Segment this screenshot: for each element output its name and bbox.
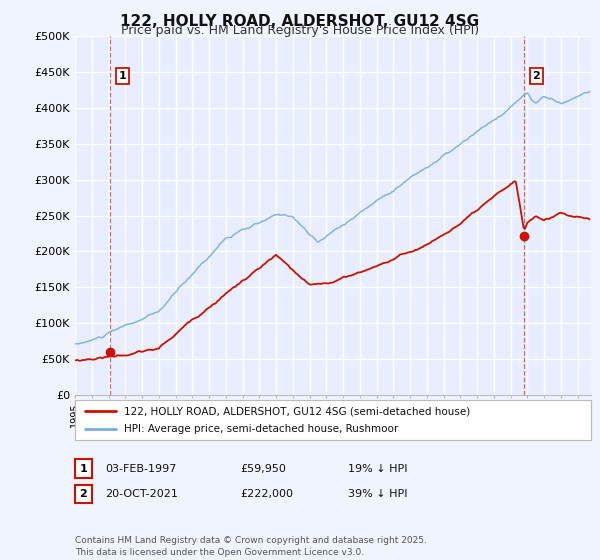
Text: 122, HOLLY ROAD, ALDERSHOT, GU12 4SG (semi-detached house): 122, HOLLY ROAD, ALDERSHOT, GU12 4SG (se… <box>124 407 470 417</box>
Text: £222,000: £222,000 <box>240 489 293 499</box>
Text: 1: 1 <box>80 464 87 474</box>
Text: 1: 1 <box>118 71 126 81</box>
Text: Price paid vs. HM Land Registry's House Price Index (HPI): Price paid vs. HM Land Registry's House … <box>121 24 479 37</box>
Text: 03-FEB-1997: 03-FEB-1997 <box>105 464 176 474</box>
Text: 20-OCT-2021: 20-OCT-2021 <box>105 489 178 499</box>
Text: 39% ↓ HPI: 39% ↓ HPI <box>348 489 407 499</box>
Text: 2: 2 <box>532 71 540 81</box>
Text: 122, HOLLY ROAD, ALDERSHOT, GU12 4SG: 122, HOLLY ROAD, ALDERSHOT, GU12 4SG <box>121 14 479 29</box>
Text: 2: 2 <box>80 489 87 499</box>
Text: 19% ↓ HPI: 19% ↓ HPI <box>348 464 407 474</box>
Text: HPI: Average price, semi-detached house, Rushmoor: HPI: Average price, semi-detached house,… <box>124 424 398 434</box>
Text: £59,950: £59,950 <box>240 464 286 474</box>
Text: Contains HM Land Registry data © Crown copyright and database right 2025.
This d: Contains HM Land Registry data © Crown c… <box>75 536 427 557</box>
